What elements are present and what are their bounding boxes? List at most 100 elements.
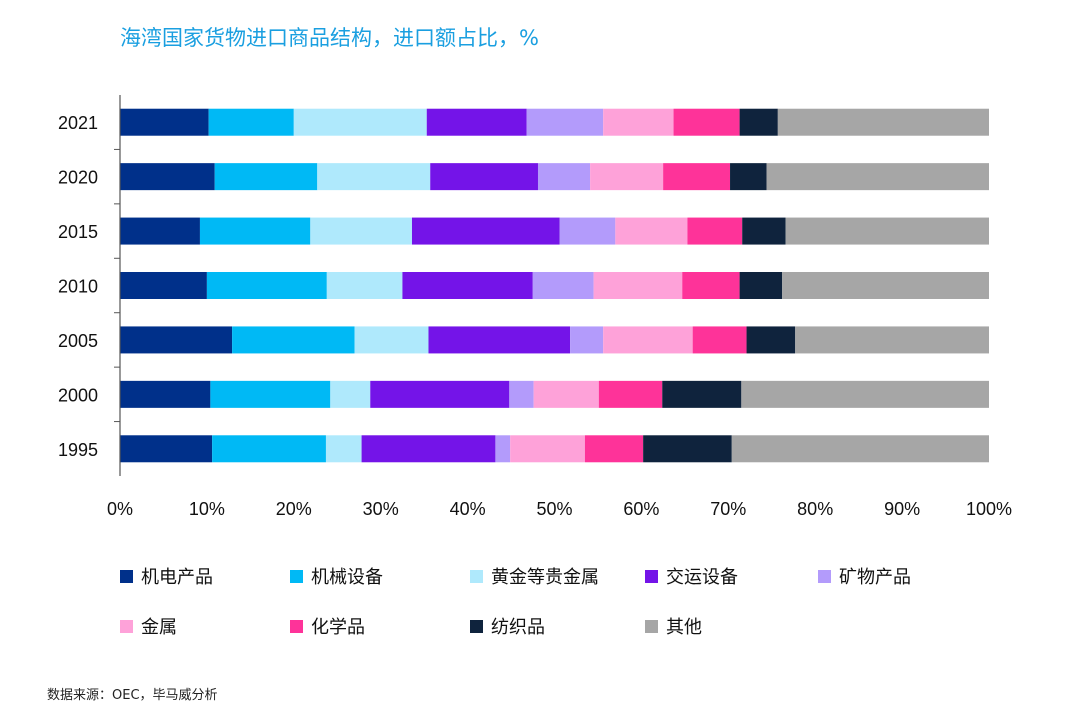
bar-segment bbox=[120, 272, 207, 299]
legend-swatch bbox=[470, 619, 483, 633]
legend-swatch bbox=[818, 569, 831, 583]
legend-item: 矿物产品 bbox=[818, 563, 911, 589]
x-tick-label: 70% bbox=[710, 499, 746, 519]
legend-label: 交运设备 bbox=[666, 567, 738, 588]
legend-swatch bbox=[645, 619, 658, 633]
bar-segment bbox=[208, 108, 294, 136]
legend-item: 其他 bbox=[645, 613, 702, 639]
bar-segment bbox=[212, 435, 326, 463]
bar-segment bbox=[120, 108, 209, 136]
bar-segment bbox=[206, 272, 327, 299]
legend-label: 其他 bbox=[666, 617, 702, 638]
bar-segment bbox=[361, 435, 496, 463]
y-tick-label: 2000 bbox=[58, 385, 98, 405]
bar-segment bbox=[593, 272, 683, 299]
bar-segment bbox=[330, 380, 371, 408]
bar-segment bbox=[526, 108, 604, 136]
bar-segment bbox=[199, 217, 311, 245]
legend-label: 化学品 bbox=[311, 617, 365, 638]
bar-segment bbox=[293, 108, 427, 136]
y-tick-label: 2020 bbox=[58, 168, 98, 188]
legend-item: 纺织品 bbox=[470, 613, 545, 639]
bar-segment bbox=[782, 272, 989, 299]
x-tick-label: 100% bbox=[966, 499, 1012, 519]
bar-segment bbox=[615, 217, 688, 245]
bar-segment bbox=[731, 435, 989, 463]
bar-segment bbox=[317, 163, 431, 191]
x-tick-label: 80% bbox=[797, 499, 833, 519]
legend-swatch bbox=[120, 619, 133, 633]
bar-segment bbox=[742, 217, 786, 245]
legend-label: 机械设备 bbox=[311, 567, 383, 588]
x-tick-label: 10% bbox=[189, 499, 225, 519]
bar-segment bbox=[232, 326, 355, 354]
bar-segment bbox=[426, 108, 527, 136]
bar-segment bbox=[120, 326, 233, 354]
bar-segment bbox=[663, 163, 731, 191]
bar-segment bbox=[370, 380, 510, 408]
bar-segment bbox=[430, 163, 538, 191]
bar-segment bbox=[741, 380, 989, 408]
bar-segment bbox=[739, 272, 783, 299]
legend-label: 黄金等贵金属 bbox=[491, 567, 599, 588]
legend-label: 纺织品 bbox=[491, 617, 545, 638]
bar-segment bbox=[795, 326, 989, 354]
stacked-bar-chart: 2021 2020 2015 2010 2005 2000 1995 0% 10% 20% 30% 4… bbox=[58, 95, 1012, 519]
bar-segment bbox=[598, 380, 663, 408]
bar-segment bbox=[687, 217, 743, 245]
bar-segment bbox=[570, 326, 604, 354]
bar-segment bbox=[120, 217, 200, 245]
x-tick-label: 50% bbox=[536, 499, 572, 519]
y-tick-label: 2015 bbox=[58, 222, 98, 242]
y-tick-label: 2005 bbox=[58, 331, 98, 351]
x-tick-label: 20% bbox=[276, 499, 312, 519]
bar-segment bbox=[214, 163, 318, 191]
bar-segment bbox=[643, 435, 732, 463]
bar-segment bbox=[673, 108, 740, 136]
bar-segment bbox=[682, 272, 740, 299]
bar-segment bbox=[584, 435, 644, 463]
legend-label: 金属 bbox=[141, 617, 177, 638]
bar-segment bbox=[354, 326, 429, 354]
legend-swatch bbox=[290, 569, 303, 583]
bar-segment bbox=[746, 326, 796, 354]
y-tick-label: 2021 bbox=[58, 113, 98, 133]
legend-swatch bbox=[470, 569, 483, 583]
x-tick-label: 30% bbox=[363, 499, 399, 519]
bar-segment bbox=[777, 108, 989, 136]
legend-label: 机电产品 bbox=[141, 567, 213, 588]
bar-segment bbox=[739, 108, 778, 136]
x-tick-label: 60% bbox=[623, 499, 659, 519]
bar-segment bbox=[785, 217, 989, 245]
bar-segment bbox=[411, 217, 560, 245]
bar-segment bbox=[537, 163, 591, 191]
bar-segment bbox=[210, 380, 331, 408]
legend-swatch bbox=[120, 569, 133, 583]
y-tick-label: 1995 bbox=[58, 440, 98, 460]
legend-item: 化学品 bbox=[290, 613, 365, 639]
legend-item: 黄金等贵金属 bbox=[470, 563, 599, 589]
bar-segment bbox=[662, 380, 742, 408]
bar-segment bbox=[603, 326, 693, 354]
bar-segment bbox=[510, 435, 585, 463]
bar-segment bbox=[766, 163, 989, 191]
legend-item: 机电产品 bbox=[120, 563, 213, 589]
bar-segment bbox=[590, 163, 664, 191]
bar-segment bbox=[120, 380, 211, 408]
bar-segment bbox=[603, 108, 674, 136]
x-tick-label: 0% bbox=[107, 499, 133, 519]
bar-segment bbox=[533, 380, 599, 408]
legend-item: 交运设备 bbox=[645, 563, 738, 589]
legend-label: 矿物产品 bbox=[839, 567, 911, 588]
bar-segment bbox=[120, 163, 215, 191]
bar-segment bbox=[495, 435, 511, 463]
x-tick-label: 40% bbox=[450, 499, 486, 519]
bar-segment bbox=[509, 380, 534, 408]
legend-item: 机械设备 bbox=[290, 563, 383, 589]
bar-segment bbox=[120, 435, 213, 463]
chart-title: 海湾国家货物进口商品结构，进口额占比，% bbox=[120, 26, 539, 50]
y-tick-label: 2010 bbox=[58, 277, 98, 297]
bar-segment bbox=[326, 272, 403, 299]
bar-segment bbox=[402, 272, 533, 299]
bar-segment bbox=[730, 163, 767, 191]
